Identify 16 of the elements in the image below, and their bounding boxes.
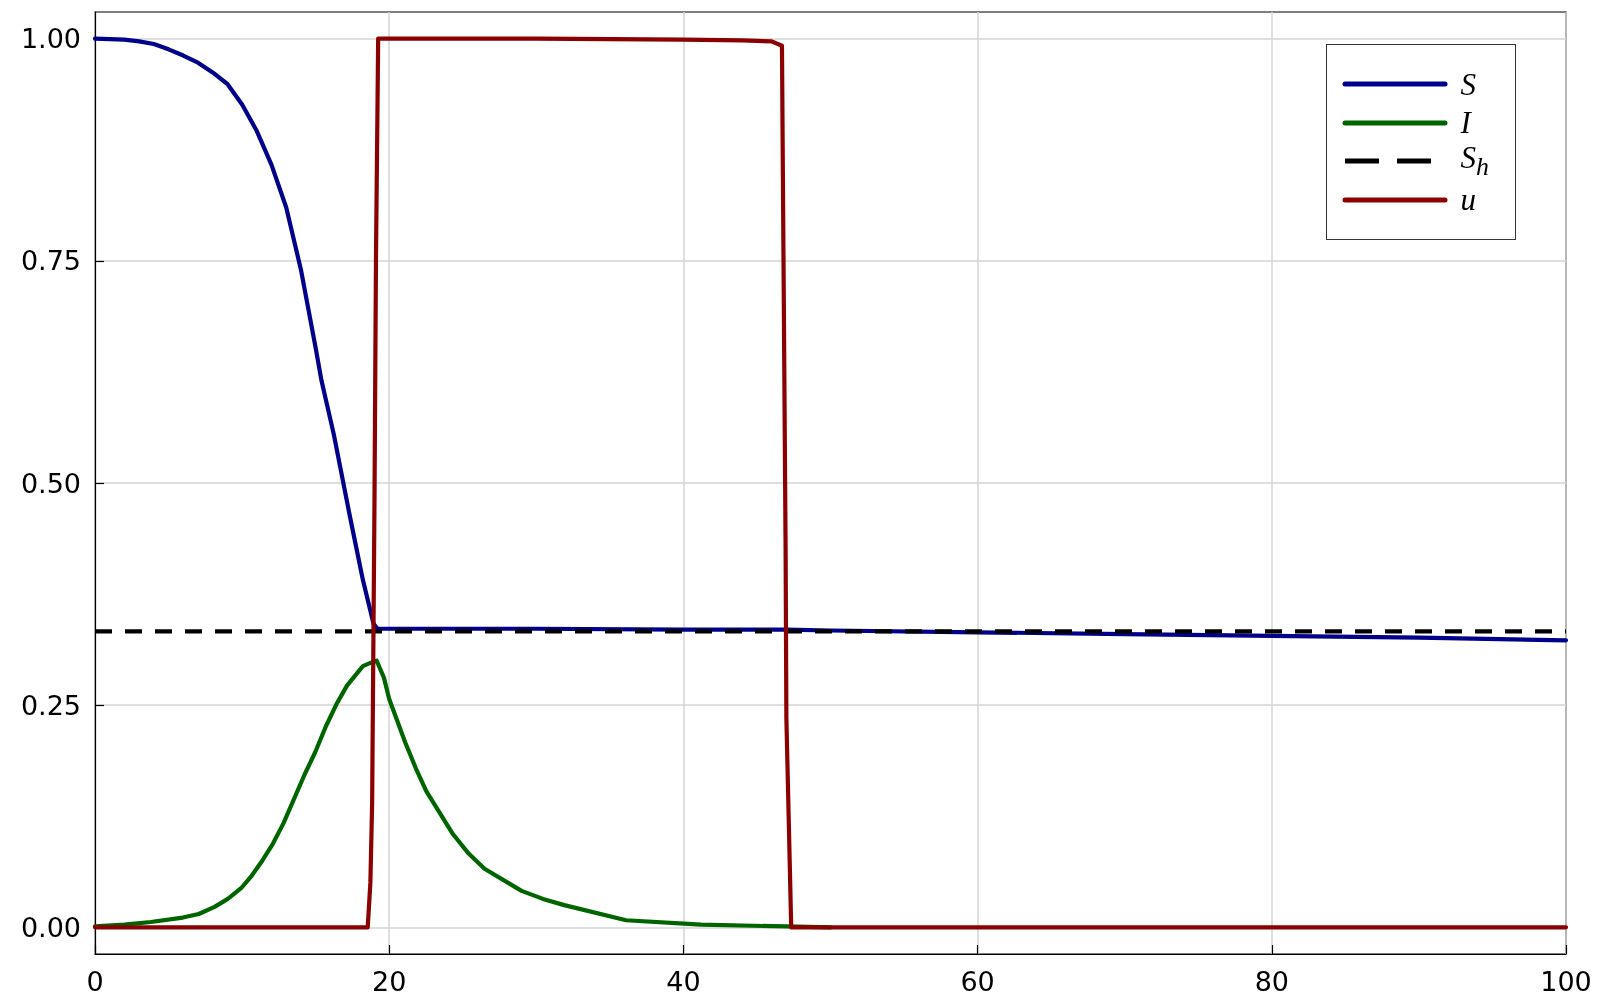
y-tick-label: 0.25	[20, 689, 81, 721]
legend-label: u	[1460, 182, 1477, 218]
legend-label: S$_{h}$	[1460, 140, 1489, 182]
x-tick-label: 0	[86, 966, 104, 997]
x-tick-label: 40	[666, 966, 701, 997]
legend-label: I	[1460, 105, 1471, 141]
x-tick-label: 20	[372, 966, 407, 997]
legend-label: S	[1460, 66, 1477, 102]
line-series	[92, 36, 1569, 930]
y-tick-label: 0.50	[20, 467, 81, 499]
y-tick-label: 0.00	[20, 911, 81, 943]
x-tick-label: 80	[1254, 966, 1289, 997]
x-tick-label: 60	[960, 966, 995, 997]
y-tick-label: 0.75	[20, 245, 81, 277]
x-tick-label: 100	[1540, 966, 1592, 997]
y-tick-label: 1.00	[20, 23, 81, 55]
